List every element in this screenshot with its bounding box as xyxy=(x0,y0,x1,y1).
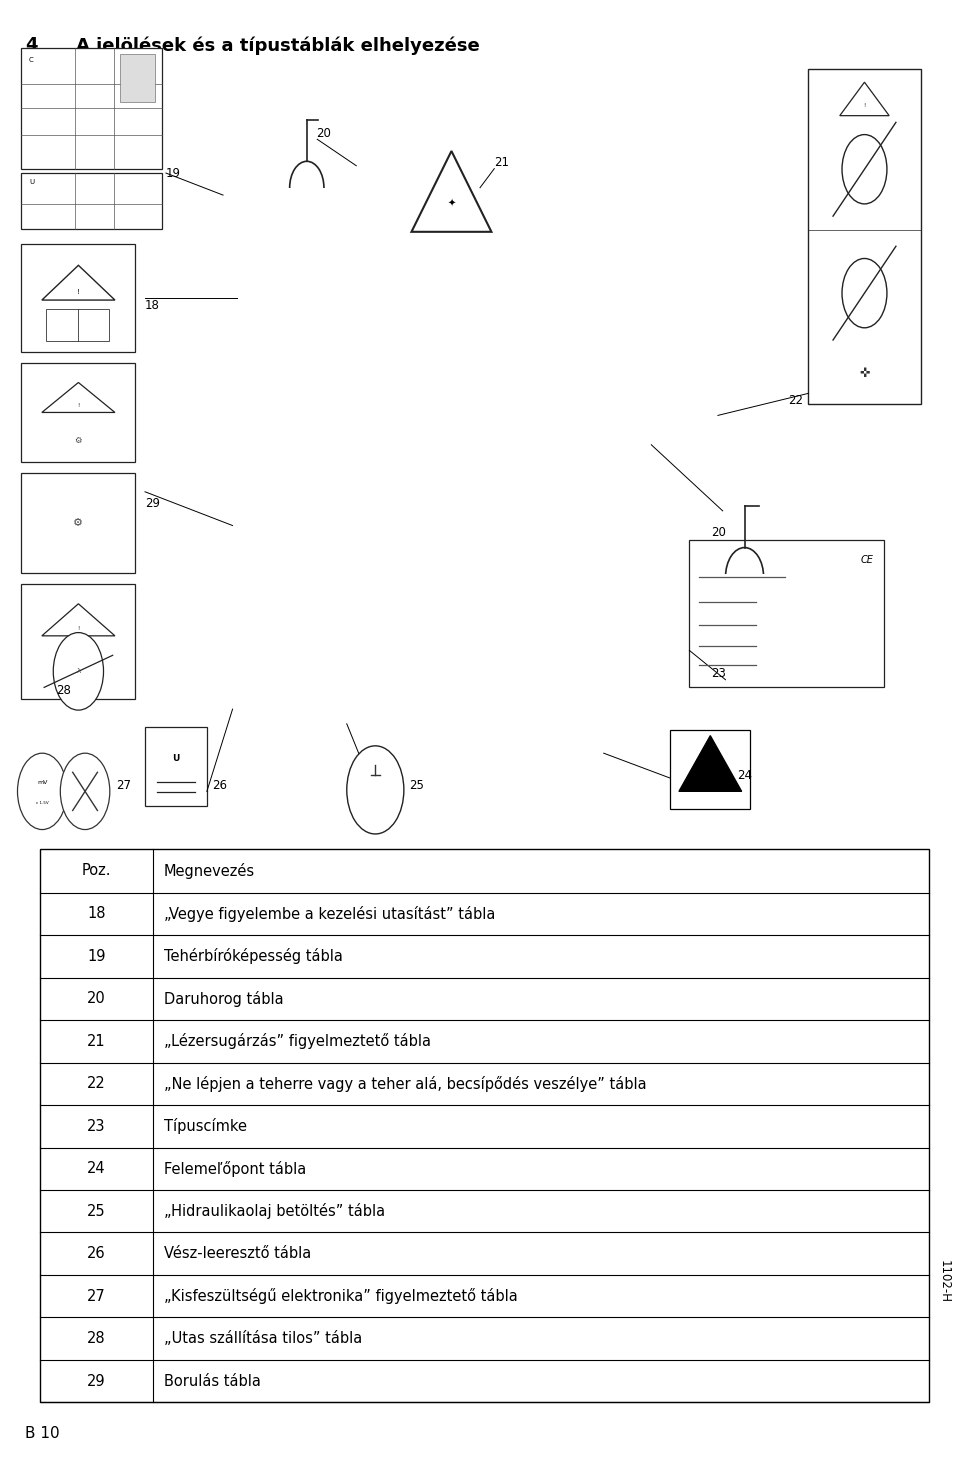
Text: „Utas szállítása tilos” tábla: „Utas szállítása tilos” tábla xyxy=(164,1331,362,1346)
Text: 23: 23 xyxy=(87,1118,106,1134)
Text: „Kisfeszültségű elektronika” figyelmeztető tábla: „Kisfeszültségű elektronika” figyelmezte… xyxy=(164,1288,517,1304)
Text: ✦: ✦ xyxy=(447,198,455,208)
Text: !: ! xyxy=(863,103,866,108)
Text: λ: λ xyxy=(77,669,81,675)
Polygon shape xyxy=(679,736,742,792)
Text: 29: 29 xyxy=(87,1374,106,1388)
Text: 19: 19 xyxy=(166,167,180,180)
Bar xyxy=(21,244,135,352)
Text: Poz.: Poz. xyxy=(82,863,111,879)
Bar xyxy=(120,55,156,102)
Text: B 10: B 10 xyxy=(25,1425,60,1440)
Text: U: U xyxy=(29,179,34,185)
Text: A jelölések és a típustáblák elhelyezése: A jelölések és a típustáblák elhelyezése xyxy=(76,37,479,55)
Circle shape xyxy=(842,134,887,204)
Text: C: C xyxy=(29,58,34,64)
Text: ⚙: ⚙ xyxy=(73,517,84,527)
Text: Felemeľőpont tábla: Felemeľőpont tábla xyxy=(164,1161,306,1177)
Text: 21: 21 xyxy=(494,157,509,170)
Text: 18: 18 xyxy=(145,298,160,312)
Text: 25: 25 xyxy=(87,1204,106,1219)
Text: 24: 24 xyxy=(737,768,752,781)
Text: 24: 24 xyxy=(87,1161,106,1176)
Bar xyxy=(808,69,921,403)
Text: Típuscímke: Típuscímke xyxy=(164,1118,247,1134)
Text: ✜: ✜ xyxy=(859,366,870,380)
Circle shape xyxy=(290,161,324,214)
Text: 22: 22 xyxy=(87,1077,106,1092)
Bar xyxy=(21,49,162,168)
Text: 22: 22 xyxy=(788,394,804,408)
Text: 4: 4 xyxy=(25,37,37,55)
Circle shape xyxy=(17,753,67,830)
Text: Borulás tábla: Borulás tábla xyxy=(164,1374,261,1388)
Text: 18: 18 xyxy=(87,907,106,922)
Text: !: ! xyxy=(77,403,80,408)
Text: 26: 26 xyxy=(211,778,227,792)
Text: 28: 28 xyxy=(87,1331,106,1346)
Bar xyxy=(21,173,162,229)
Text: 1102-H: 1102-H xyxy=(938,1260,951,1303)
Text: ⚙: ⚙ xyxy=(75,436,83,445)
Circle shape xyxy=(726,548,763,607)
Bar xyxy=(40,849,929,1402)
Bar xyxy=(21,473,135,573)
Text: !: ! xyxy=(77,289,80,295)
Text: 28: 28 xyxy=(57,684,71,697)
Text: mV: mV xyxy=(37,780,47,786)
Text: 27: 27 xyxy=(87,1288,106,1304)
Bar xyxy=(288,188,325,220)
Text: „Ne lépjen a teherre vagy a teher alá, becsípődés veszélye” tábla: „Ne lépjen a teherre vagy a teher alá, b… xyxy=(164,1075,647,1092)
Bar xyxy=(46,309,109,341)
Text: Daruhorog tábla: Daruhorog tábla xyxy=(164,991,283,1007)
Bar xyxy=(21,585,135,699)
Text: 20: 20 xyxy=(87,991,106,1006)
Text: „Vegye figyelembe a kezelési utasítást” tábla: „Vegye figyelembe a kezelési utasítást” … xyxy=(164,905,495,922)
Bar xyxy=(689,541,884,687)
Text: ε 1.5V: ε 1.5V xyxy=(36,801,49,805)
Text: 23: 23 xyxy=(710,666,726,679)
Text: Vész-leeresztő tábla: Vész-leeresztő tábla xyxy=(164,1247,311,1261)
Text: 21: 21 xyxy=(87,1034,106,1049)
Circle shape xyxy=(60,753,109,830)
Text: CE: CE xyxy=(860,555,873,564)
Text: 20: 20 xyxy=(710,526,726,539)
Text: 20: 20 xyxy=(316,127,331,140)
Text: Tehérbíróképesség tábla: Tehérbíróképesség tábla xyxy=(164,948,343,964)
Text: 25: 25 xyxy=(409,778,423,792)
Bar xyxy=(145,727,206,806)
Bar xyxy=(670,730,751,809)
Text: „Lézersugárzás” figyelmeztető tábla: „Lézersugárzás” figyelmeztető tábla xyxy=(164,1034,431,1049)
Circle shape xyxy=(347,746,404,835)
Text: 27: 27 xyxy=(116,778,132,792)
Text: 19: 19 xyxy=(87,948,106,964)
Circle shape xyxy=(53,632,104,710)
Text: U: U xyxy=(172,753,180,764)
Bar xyxy=(724,575,765,609)
Text: „Hidraulikaolaj betöltés” tábla: „Hidraulikaolaj betöltés” tábla xyxy=(164,1204,385,1219)
Bar xyxy=(21,362,135,462)
Text: !: ! xyxy=(77,626,80,632)
Text: 26: 26 xyxy=(87,1247,106,1261)
Text: Megnevezés: Megnevezés xyxy=(164,863,255,879)
Circle shape xyxy=(842,258,887,328)
Text: 29: 29 xyxy=(145,498,160,510)
